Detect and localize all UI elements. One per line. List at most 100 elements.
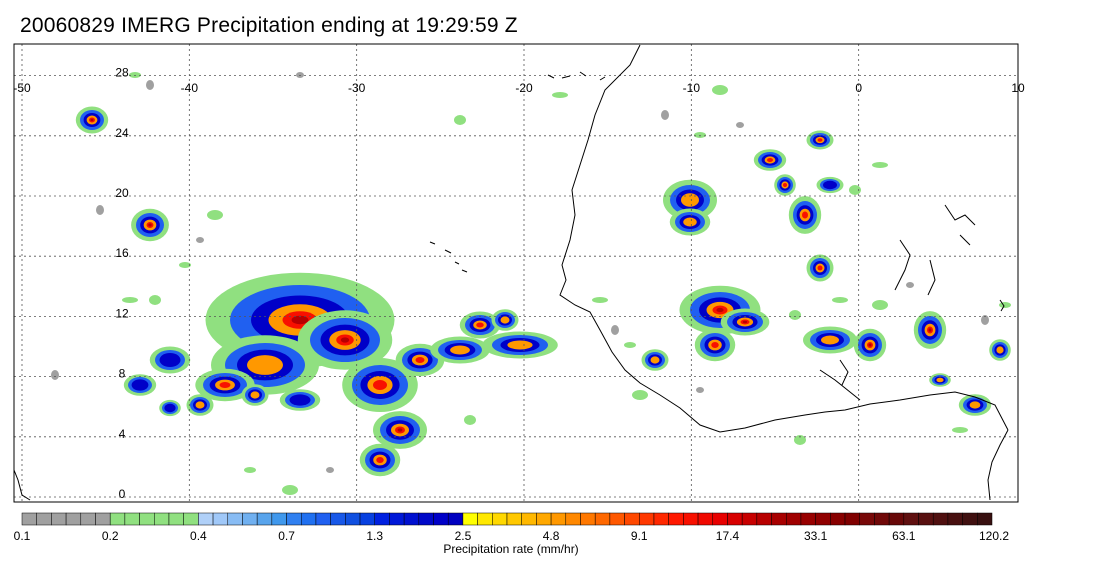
precip-cell (936, 377, 944, 383)
map-title: 20060829 IMERG Precipitation ending at 1… (20, 14, 518, 37)
lon-label: -30 (348, 81, 366, 95)
precip-speck (872, 300, 888, 310)
lon-label: 10 (1011, 81, 1025, 95)
lon-label: -50 (13, 81, 31, 95)
precip-speck (999, 302, 1011, 308)
colorbar-tick-label: 0.2 (102, 529, 119, 543)
map-frame (13, 43, 1019, 503)
precip-speck (696, 387, 704, 393)
lake-chad (999, 299, 1005, 312)
precip-speck (694, 132, 706, 138)
precip-speck (464, 415, 476, 425)
lat-label: 12 (115, 306, 129, 320)
canary-islands (547, 71, 606, 81)
colorbar-tick-label: 2.5 (455, 529, 472, 543)
precip-speck (146, 80, 154, 90)
precip-cell (415, 357, 425, 363)
precip-cell (802, 211, 808, 219)
precip-speck (122, 297, 138, 303)
precip-cell (450, 345, 470, 355)
precip-cell (164, 403, 176, 413)
precip-speck (661, 110, 669, 120)
colorbar-label: Precipitation rate (mm/hr) (443, 542, 578, 556)
precip-cell (291, 315, 309, 325)
precip-speck (624, 342, 636, 348)
precip-speck (736, 122, 744, 128)
precip-speck (952, 427, 968, 433)
precip-cell (711, 342, 719, 348)
precip-cell (681, 193, 699, 207)
lat-label: 8 (119, 367, 126, 381)
precip-cell (219, 382, 231, 388)
precipitation-map: -50 -40 -30 -20 -10 0 10 28 24 20 16 12 8 4 0 (13, 43, 1025, 503)
south-america-coast (13, 469, 31, 501)
precip-cell (131, 379, 149, 391)
lat-label: 24 (115, 126, 129, 140)
precip-cell (823, 180, 837, 190)
precip-speck (244, 467, 256, 473)
precip-speck (96, 205, 104, 215)
lon-label: 0 (855, 81, 862, 95)
colorbar-tick-label: 0.1 (14, 529, 31, 543)
lon-label: -20 (515, 81, 533, 95)
colorbar-tick-label: 0.4 (190, 529, 207, 543)
precip-cell (247, 355, 283, 375)
precip-speck (196, 237, 204, 243)
precip-speck (282, 485, 298, 495)
precip-cell (716, 307, 724, 313)
precip-speck (552, 92, 568, 98)
precip-cell (507, 340, 533, 350)
precip-speck (326, 467, 334, 473)
precip-speck (872, 162, 888, 168)
lon-label: -10 (683, 81, 701, 95)
precip-cell (500, 316, 510, 324)
precip-cell (996, 346, 1004, 354)
colorbar-tick-label: 17.4 (716, 529, 740, 543)
precip-speck (51, 370, 59, 380)
colorbar-tick-label: 1.3 (366, 529, 383, 543)
precip-cell (767, 158, 773, 162)
graticule (14, 44, 1018, 502)
precip-cell (340, 337, 350, 343)
precip-speck (794, 435, 806, 445)
lat-label: 28 (115, 66, 129, 80)
lat-label: 20 (115, 186, 129, 200)
inland-rivers-east (944, 204, 976, 246)
colorbar-tick-label: 63.1 (892, 529, 916, 543)
precip-speck (906, 282, 914, 288)
precip-speck (179, 262, 191, 268)
colorbar-tick-label: 0.7 (278, 529, 295, 543)
coastline (13, 44, 1009, 501)
precip-speck (207, 210, 223, 220)
precip-cell (159, 353, 181, 367)
gulf-of-guinea-coast (987, 429, 1009, 501)
precip-speck (454, 115, 466, 125)
precip-cell (969, 401, 981, 409)
precip-cell (928, 328, 932, 332)
longitude-labels: -50 -40 -30 -20 -10 0 10 (13, 81, 1025, 95)
precip-speck (849, 185, 861, 195)
precip-cell (868, 343, 872, 347)
precip-cell (476, 322, 484, 328)
colorbar-tick-labels: 0.1 0.2 0.4 0.7 1.3 2.5 4.8 9.1 17.4 33.1 63.1 120.… (14, 529, 1010, 543)
lat-label: 0 (119, 487, 126, 501)
precip-speck (632, 390, 648, 400)
precip-cell (148, 223, 152, 227)
precip-cell (250, 391, 260, 399)
precip-speck (149, 295, 161, 305)
precip-speck (789, 310, 801, 320)
precip-speck (832, 297, 848, 303)
precip-speck (981, 315, 989, 325)
precip-cell (195, 401, 205, 409)
precip-cell (397, 428, 403, 432)
precip-cell (821, 335, 839, 345)
latitude-labels: 28 24 20 16 12 8 4 0 (115, 66, 129, 501)
precip-cell (742, 320, 748, 324)
precip-cell (376, 457, 384, 463)
colorbar-tick-label: 4.8 (543, 529, 560, 543)
precip-cell (650, 356, 660, 364)
precip-cell (373, 380, 387, 390)
colorbar-tick-label: 33.1 (804, 529, 828, 543)
precip-speck (129, 72, 141, 78)
precip-cell (817, 138, 823, 142)
